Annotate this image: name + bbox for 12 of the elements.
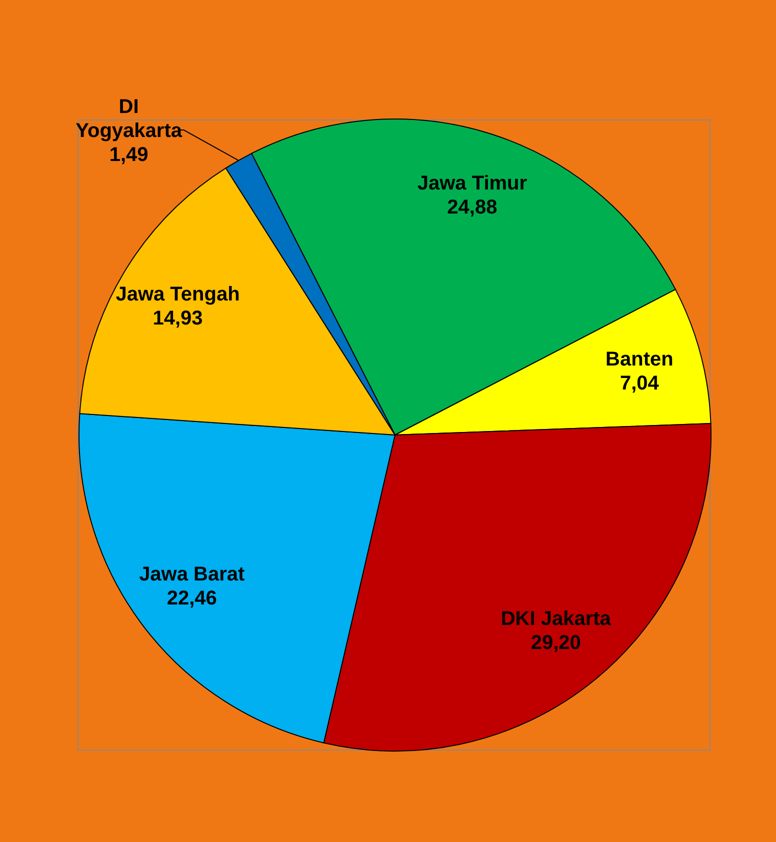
slice-label: Jawa Barat [139,564,246,586]
slice-label: Banten [606,348,674,371]
slice-label: DI Yogyakarta [76,96,183,142]
data-label: 7,04 [620,372,660,395]
slice-label: Jawa Tengah [116,284,240,306]
slice-label: Jawa Timur [417,172,528,194]
data-label: 14,93 [152,308,203,330]
data-label: 29,20 [530,632,581,654]
data-label: 1,49 [109,144,148,166]
data-label: 22,46 [166,588,217,610]
data-label: 24,88 [447,196,498,218]
slice-label: DKI Jakarta [500,608,612,630]
